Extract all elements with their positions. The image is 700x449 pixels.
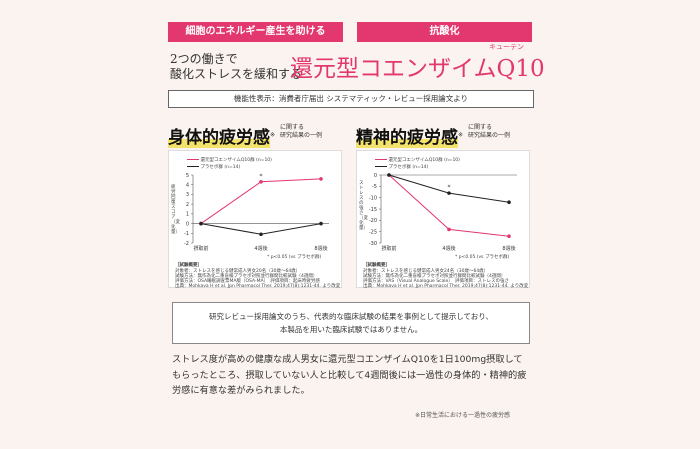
y-tick-label: 1	[186, 212, 189, 218]
significance-mark: *	[260, 173, 263, 180]
y-tick-label: 2	[186, 202, 189, 208]
lead-line-1: 2つの働きで	[170, 52, 238, 66]
left-chart-svg: 5 4 3 2 1 0 -1 -2 摂取前 4週後 8週後 *	[184, 173, 329, 251]
y-tick-label: 3	[186, 192, 189, 198]
body-text: ストレス度が高めの健康な成人男女に還元型コエンザイムQ10を1日100mg摂取し…	[172, 352, 542, 399]
x-tick-label: 摂取前	[193, 245, 208, 251]
body-line-3: 労感に有意な差がみられました。	[172, 385, 310, 396]
legend-active-n: (n=10)	[444, 158, 460, 163]
y-tick-label: 4	[186, 183, 189, 189]
y-tick-label: -1	[184, 231, 189, 237]
legend-placebo-n: (n=14)	[224, 165, 241, 170]
data-point	[259, 232, 263, 237]
data-point	[447, 227, 451, 232]
product-name: 還元型コエンザイムQ10	[290, 56, 545, 82]
left-subheading: に関する 研究結果の一例	[280, 124, 322, 140]
data-point	[199, 221, 203, 226]
y-tick-label: 0	[374, 173, 377, 179]
series-line	[200, 178, 322, 224]
y-tick-label: -20	[369, 218, 377, 224]
left-summary-4: 出典：Mohkava H et al. Jpn Pharmacol Ther. …	[175, 284, 341, 289]
legend-placebo-swatch	[187, 166, 199, 167]
legend-placebo-label: プラセボ群	[388, 165, 411, 170]
data-point	[507, 234, 511, 238]
left-chart-panel: 5 4 3 2 1 0 -1 -2 摂取前 4週後 8週後 * 還元型コエンザイムQ10群 (n=10…	[168, 150, 342, 289]
data-point	[259, 180, 263, 184]
legend-placebo-label: プラセボ群	[200, 165, 223, 170]
right-significance-note: * p<0.05 (vs プラセボ群)	[455, 255, 510, 260]
pill-antioxidant: 抗酸化	[357, 22, 532, 42]
left-significance-note: * p<0.05 (vs プラセボ群)	[267, 255, 322, 260]
y-tick-label: 0	[186, 221, 189, 227]
right-heading: 精神的疲労感	[356, 128, 458, 148]
lead-line-2: 酸化ストレスを緩和する	[170, 67, 303, 81]
left-y-axis-label: 疲労回復スコア（変化量）	[171, 185, 180, 235]
right-heading-mark: ※	[458, 131, 464, 139]
footnote: ※日常生活における一過性の疲労感	[415, 412, 511, 419]
right-sub-line-1: に関する	[468, 124, 493, 131]
product-ruby: キューテン	[489, 43, 524, 51]
data-point	[319, 177, 323, 181]
left-sub-line-2: 研究結果の一例	[280, 132, 323, 139]
legend-active-swatch	[187, 159, 199, 160]
x-tick-label: 4週後	[442, 245, 455, 251]
left-summary-2: 試験方法：無作為化二重盲検プラセボ対照並行群間比較試験（4週間）	[175, 274, 318, 279]
right-summary-3: 評価方法：VAS（Visual Analogue Scale） 評価項目：ストレ…	[363, 279, 510, 284]
x-tick-label: 8週後	[502, 245, 515, 251]
disclaimer-line-2: 本製品を用いた臨床試験ではありません。	[279, 325, 423, 334]
data-point	[507, 200, 511, 204]
left-legend-active: 還元型コエンザイムQ10群 (n=10)	[187, 157, 272, 163]
legend-placebo-n: (n=14)	[412, 165, 429, 170]
y-tick-label: -30	[369, 241, 377, 247]
functional-claim: 機能性表示：消費者庁届出 システマティック・レビュー採用論文より	[168, 90, 534, 108]
left-heading: 身体的疲労感	[168, 128, 270, 148]
left-legend-placebo: プラセボ群 (n=14)	[187, 164, 240, 170]
right-heading-block: 精神的疲労感※	[356, 123, 463, 148]
y-tick-label: -5	[372, 184, 377, 190]
disclaimer-line-1: 研究レビュー採用論文のうち、代表的な臨床試験の結果を事例として提示しており、	[208, 312, 494, 321]
data-point	[447, 191, 451, 195]
left-sig-text: p<0.05 (vs プラセボ群)	[270, 255, 322, 260]
y-tick-label: -10	[369, 195, 377, 201]
right-summary-title: ［試験概要］	[363, 263, 390, 268]
right-chart-svg: 0 -5 -10 -15 -20 -25 -30 摂取前 4週後 8週後 *	[369, 173, 517, 251]
right-legend-active: 還元型コエンザイムQ10群 (n=10)	[375, 157, 460, 163]
y-tick-label: 5	[186, 173, 189, 179]
x-tick-label: 4週後	[254, 245, 267, 251]
y-tick-label: -15	[369, 207, 377, 213]
data-point	[387, 173, 391, 177]
legend-active-label: 還元型コエンザイムQ10群	[200, 158, 255, 163]
left-summary-title: ［試験概要］	[175, 263, 202, 268]
left-heading-mark: ※	[270, 131, 276, 139]
x-tick-label: 8週後	[314, 245, 327, 251]
right-summary-4: 出典：Mohkava H et al. Jpn Pharmacol Ther. …	[363, 284, 529, 289]
right-subheading: に関する 研究結果の一例	[468, 124, 510, 140]
left-summary-3: 評価方法：OSA睡眠調査票MA版（OSA-MA） 評価項目：起床時疲労感	[175, 279, 320, 284]
right-legend-placebo: プラセボ群 (n=14)	[375, 164, 428, 170]
significance-mark: *	[448, 184, 451, 191]
right-chart-panel: 0 -5 -10 -15 -20 -25 -30 摂取前 4週後 8週後 * 還元型コエンザイムQ1…	[356, 150, 530, 289]
disclaimer-box: 研究レビュー採用論文のうち、代表的な臨床試験の結果を事例として提示しており、 本…	[172, 302, 530, 344]
right-summary-1: 対象者：ストレスを感じる健常成人男女24名（30歳〜64歳）	[363, 269, 489, 274]
body-line-1: ストレス度が高めの健康な成人男女に還元型コエンザイムQ10を1日100mg摂取し…	[172, 354, 523, 365]
data-point	[319, 221, 323, 226]
y-tick-label: -2	[184, 241, 189, 247]
right-y-axis-label: ストレスの強さ（変化量）	[359, 181, 368, 231]
legend-active-swatch	[375, 159, 387, 160]
right-sig-text: p<0.05 (vs プラセボ群)	[458, 255, 510, 260]
left-sub-line-1: に関する	[280, 124, 305, 131]
legend-active-n: (n=10)	[256, 158, 272, 163]
legend-active-label: 還元型コエンザイムQ10群	[388, 158, 443, 163]
legend-placebo-swatch	[375, 166, 387, 167]
left-heading-block: 身体的疲労感※	[168, 123, 275, 148]
left-summary-1: 対象者：ストレスを感じる健常成人男女20名（30歳〜64歳）	[175, 269, 301, 274]
right-summary-2: 試験方法：無作為化二重盲検プラセボ対照並行群間比較試験（4週間）	[363, 274, 506, 279]
pill-energy: 細胞のエネルギー産生を助ける	[168, 22, 343, 42]
y-tick-label: -25	[369, 229, 377, 235]
body-line-2: もらったところ、摂取していない人と比較して4週間後には一過性の身体的・精神的疲	[172, 369, 527, 381]
x-tick-label: 摂取前	[381, 245, 396, 251]
lead-text: 2つの働きで 酸化ストレスを緩和する	[170, 52, 302, 82]
right-sub-line-2: 研究結果の一例	[468, 132, 511, 139]
